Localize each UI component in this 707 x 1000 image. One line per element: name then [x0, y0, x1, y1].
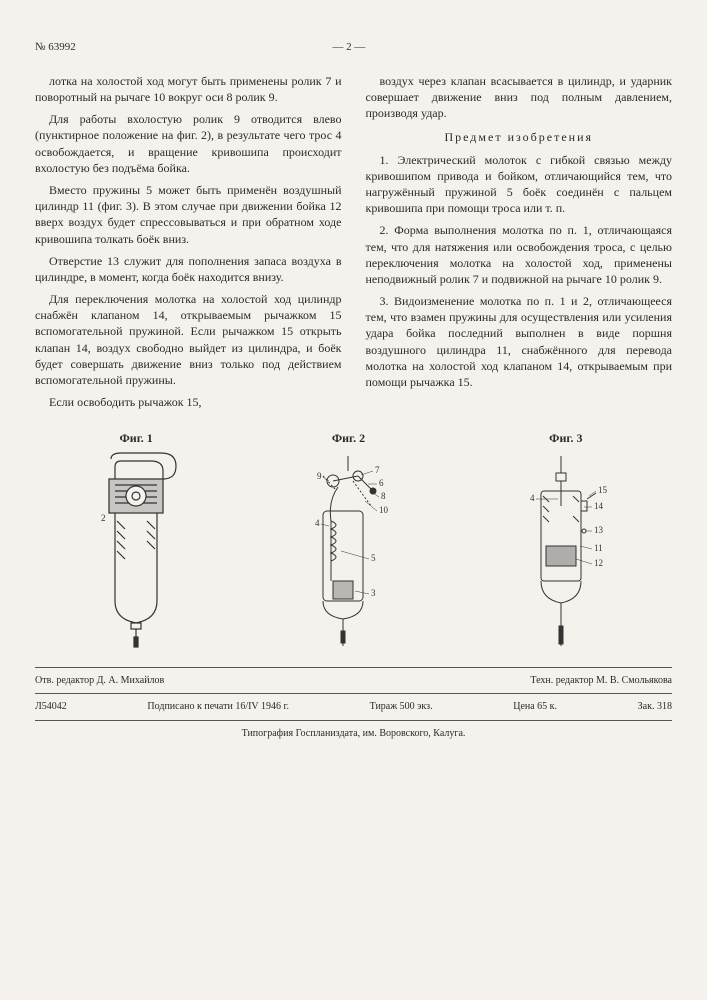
claim: 2. Форма выполнения молотка по п. 1, отл…	[366, 222, 673, 287]
page-header: № 63992 — 2 —	[35, 40, 672, 55]
paragraph: Для работы вхолостую ролик 9 отводится в…	[35, 111, 342, 176]
svg-text:5: 5	[371, 553, 376, 563]
svg-text:2: 2	[101, 513, 106, 523]
figure-2: Фиг. 2	[293, 430, 403, 650]
claim: 1. Электрический молоток с гибкой связью…	[366, 152, 673, 217]
figure-3-label: Фиг. 3	[516, 430, 616, 446]
editor-left: Отв. редактор Д. А. Михайлов	[35, 674, 164, 688]
typography-line: Типография Госпланиздата, им. Воровского…	[35, 727, 672, 741]
figure-1-label: Фиг. 1	[91, 430, 181, 446]
figure-2-label: Фиг. 2	[293, 430, 403, 446]
text-columns: лотка на холостой ход могут быть примене…	[35, 73, 672, 417]
figure-3-drawing: 15 14 13 11 12 4	[516, 451, 616, 651]
paragraph: Если освободить рычажок 15,	[35, 394, 342, 410]
editor-right: Техн. редактор М. В. Смольякова	[530, 674, 672, 688]
left-column: лотка на холостой ход могут быть примене…	[35, 73, 342, 417]
claims-header: Предмет изобретения	[366, 129, 673, 145]
print-date: Подписано к печати 16/IV 1946 г.	[147, 700, 289, 714]
figure-2-labels: 9 7 6 8 4 10 5 3	[315, 465, 389, 598]
tirage: Тираж 500 экз.	[370, 700, 433, 714]
divider	[35, 693, 672, 694]
figure-3: Фиг. 3	[516, 430, 616, 650]
svg-text:14: 14	[594, 501, 604, 511]
svg-text:11: 11	[594, 543, 603, 553]
figure-1-drawing: 2	[91, 451, 181, 651]
paragraph: воздух через клапан всасывается в цилинд…	[366, 73, 673, 122]
svg-text:10: 10	[379, 505, 389, 515]
zak-number: Зак. 318	[638, 700, 672, 714]
price: Цена 65 к.	[513, 700, 557, 714]
paragraph: лотка на холостой ход могут быть примене…	[35, 73, 342, 105]
svg-text:8: 8	[381, 491, 386, 501]
editors-line: Отв. редактор Д. А. Михайлов Техн. редак…	[35, 674, 672, 688]
divider	[35, 720, 672, 721]
figure-2-drawing: 9 7 6 8 4 10 5 3	[293, 451, 403, 651]
paragraph: Вместо пружины 5 может быть применён воз…	[35, 182, 342, 247]
paragraph: Отверстие 13 служит для пополнения запас…	[35, 253, 342, 285]
document-number: № 63992	[35, 40, 76, 55]
svg-text:4: 4	[315, 518, 320, 528]
svg-text:9: 9	[317, 471, 322, 481]
page-number: — 2 —	[76, 40, 622, 55]
svg-text:4: 4	[530, 493, 535, 503]
figure-1: Фиг. 1	[91, 430, 181, 650]
imprint-line: Л54042 Подписано к печати 16/IV 1946 г. …	[35, 700, 672, 714]
svg-text:12: 12	[594, 558, 603, 568]
divider	[35, 667, 672, 668]
claim: 3. Видоизменение молотка по п. 1 и 2, от…	[366, 293, 673, 390]
svg-text:6: 6	[379, 478, 384, 488]
figures-row: Фиг. 1	[35, 430, 672, 650]
svg-text:15: 15	[598, 485, 608, 495]
right-column: воздух через клапан всасывается в цилинд…	[366, 73, 673, 417]
svg-text:7: 7	[375, 465, 380, 475]
order-number: Л54042	[35, 700, 67, 714]
paragraph: Для переключения молотка на холостой ход…	[35, 291, 342, 388]
svg-text:3: 3	[371, 588, 376, 598]
svg-text:13: 13	[594, 525, 604, 535]
